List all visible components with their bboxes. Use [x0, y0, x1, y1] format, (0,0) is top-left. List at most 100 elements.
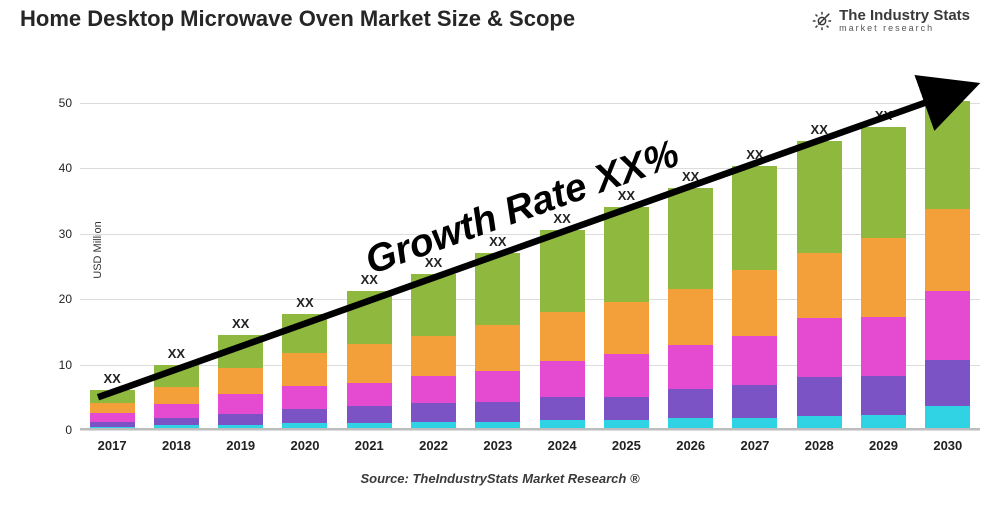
bar-column: XX2029: [851, 70, 915, 430]
bar-segment: [154, 418, 199, 426]
bar-segment: [347, 406, 392, 423]
y-tick: 50: [59, 96, 80, 110]
stacked-bar: XX: [668, 188, 713, 430]
stacked-bar: XX: [475, 253, 520, 430]
gridline: [80, 430, 980, 431]
bar-segment: [90, 390, 135, 403]
y-tick: 20: [59, 292, 80, 306]
bar-segment: [540, 230, 585, 312]
bar-segment: [668, 345, 713, 389]
stacked-bar: XX: [218, 335, 263, 430]
x-tick: 2017: [98, 430, 127, 453]
bar-segment: [732, 336, 777, 385]
x-tick: 2028: [805, 430, 834, 453]
stacked-bar: XX: [604, 207, 649, 430]
bar-segment: [347, 344, 392, 383]
bar-value-label: XX: [811, 122, 828, 141]
bar-column: XX2023: [466, 70, 530, 430]
bar-column: XX2028: [787, 70, 851, 430]
bar-segment: [411, 274, 456, 336]
bar-segment: [475, 402, 520, 422]
x-tick: 2026: [676, 430, 705, 453]
bar-column: XX2027: [723, 70, 787, 430]
bar-segment: [540, 361, 585, 397]
logo-line1: The Industry Stats: [839, 8, 970, 24]
bar-segment: [861, 238, 906, 317]
bar-segment: [925, 291, 970, 360]
stacked-bar: XX: [411, 274, 456, 430]
bar-column: XX2024: [530, 70, 594, 430]
bar-column: XX2021: [337, 70, 401, 430]
bar-segment: [732, 270, 777, 335]
bar-segment: [925, 209, 970, 291]
bar-value-label: XX: [425, 255, 442, 274]
x-tick: 2029: [869, 430, 898, 453]
bar-segment: [668, 188, 713, 289]
gear-icon: [811, 10, 833, 32]
x-axis-baseline: [80, 428, 980, 430]
bar-segment: [604, 397, 649, 420]
x-tick: 2024: [548, 430, 577, 453]
bar-column: XX2025: [594, 70, 658, 430]
bar-value-label: XX: [875, 108, 892, 127]
logo-line2: market research: [839, 24, 970, 33]
page-title: Home Desktop Microwave Oven Market Size …: [20, 6, 575, 32]
source-caption: Source: TheIndustryStats Market Research…: [0, 471, 1000, 486]
bar-value-label: XX: [553, 211, 570, 230]
bar-segment: [218, 394, 263, 414]
bar-column: XX2018: [144, 70, 208, 430]
bar-segment: [604, 354, 649, 397]
bar-segment: [604, 207, 649, 302]
bar-column: XX2026: [659, 70, 723, 430]
bar-segment: [540, 397, 585, 420]
bar-segment: [218, 414, 263, 425]
bar-segment: [90, 403, 135, 413]
bar-segment: [282, 409, 327, 423]
bar-segment: [154, 387, 199, 403]
bar-segment: [154, 404, 199, 418]
stacked-bar: XX: [154, 365, 199, 430]
bar-value-label: XX: [489, 234, 506, 253]
bar-segment: [411, 376, 456, 403]
stacked-bar: XX: [540, 230, 585, 430]
bar-segment: [797, 141, 842, 252]
stacked-bar: XX: [90, 390, 135, 430]
bar-column: XX2017: [80, 70, 144, 430]
bar-value-label: XX: [168, 346, 185, 365]
y-tick: 10: [59, 358, 80, 372]
plot-area: USD Million 01020304050 XX2017XX2018XX20…: [80, 70, 980, 430]
bar-segment: [475, 371, 520, 402]
bar-segment: [925, 101, 970, 209]
stacked-bar: XX: [732, 166, 777, 430]
stacked-bar: XX: [797, 141, 842, 430]
bar-segment: [218, 335, 263, 368]
x-tick: 2030: [933, 430, 962, 453]
bar-segment: [732, 385, 777, 418]
bar-value-label: XX: [232, 316, 249, 335]
bar-column: XX2020: [273, 70, 337, 430]
y-tick: 30: [59, 227, 80, 241]
stacked-bar: XX: [282, 314, 327, 431]
brand-logo: The Industry Stats market research: [811, 8, 970, 33]
bar-segment: [925, 406, 970, 430]
stacked-bar: XX: [925, 101, 970, 430]
bar-segment: [925, 360, 970, 406]
y-tick: 0: [65, 423, 80, 437]
bar-column: XX2022: [401, 70, 465, 430]
bar-segment: [540, 312, 585, 361]
bar-value-label: XX: [618, 188, 635, 207]
bar-segment: [90, 413, 135, 422]
bar-value-label: XX: [103, 371, 120, 390]
bar-segment: [732, 166, 777, 271]
bar-segment: [411, 336, 456, 375]
bar-segment: [154, 365, 199, 388]
bar-segment: [861, 127, 906, 238]
bar-segment: [861, 376, 906, 415]
bar-segment: [475, 325, 520, 371]
bar-segment: [604, 302, 649, 354]
bar-value-label: XX: [746, 147, 763, 166]
bar-segment: [218, 368, 263, 394]
x-tick: 2027: [740, 430, 769, 453]
x-tick: 2020: [291, 430, 320, 453]
x-tick: 2022: [419, 430, 448, 453]
